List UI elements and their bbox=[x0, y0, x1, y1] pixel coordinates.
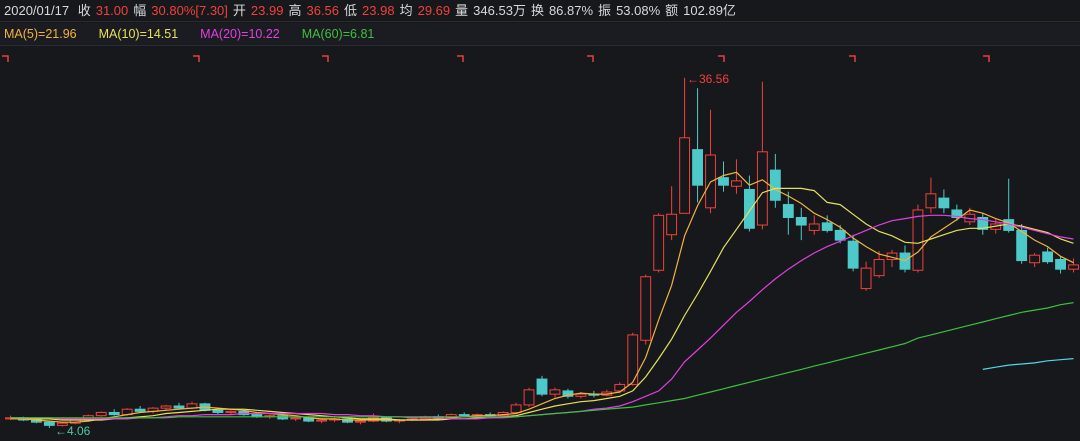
ma-line bbox=[10, 171, 1074, 423]
ma-line bbox=[10, 187, 1074, 421]
legend-entry: MA(5)=21.96 bbox=[4, 27, 77, 41]
candle-body bbox=[834, 229, 846, 241]
legend: MA(5)=21.96 MA(10)=14.51 MA(20)=10.22 MA(60… bbox=[0, 23, 1080, 46]
candle-body bbox=[225, 410, 237, 413]
quote-label: 开 bbox=[232, 3, 246, 18]
quote-label: 振 bbox=[598, 3, 612, 18]
candle-body bbox=[549, 389, 561, 395]
candle-body bbox=[1055, 259, 1066, 270]
candle-body bbox=[743, 188, 755, 229]
legend-entry: MA(20)=10.22 bbox=[200, 27, 280, 41]
quote-label: 幅 bbox=[133, 3, 147, 18]
candle-body bbox=[536, 378, 548, 395]
candle-body bbox=[43, 421, 55, 426]
candle-body bbox=[523, 389, 535, 406]
low-annotation: ←4.06 bbox=[55, 424, 91, 438]
quote-label: 低 bbox=[344, 3, 358, 18]
legend-entry: MA(10)=14.51 bbox=[98, 27, 179, 41]
quote-label: 换 bbox=[530, 3, 544, 18]
quote-label: 高 bbox=[288, 3, 302, 18]
quote-value: 30.80%[7.30] bbox=[151, 3, 228, 18]
quote-label: 量 bbox=[455, 3, 469, 18]
high-annotation: ←36.56 bbox=[687, 72, 729, 86]
quote-value: 86.87% bbox=[548, 3, 594, 18]
candle-body bbox=[873, 259, 885, 277]
quote-value: 53.08% bbox=[616, 3, 661, 18]
period-marker bbox=[193, 55, 200, 62]
candle-body bbox=[458, 414, 470, 417]
candle-body bbox=[718, 177, 729, 186]
period-marker bbox=[849, 55, 856, 62]
quote-label: 均 bbox=[399, 3, 413, 18]
period-marker bbox=[322, 55, 329, 62]
quote-value: 36.56 bbox=[306, 3, 340, 18]
candle-body bbox=[1068, 264, 1079, 270]
candle-body bbox=[821, 222, 833, 231]
candle-body bbox=[1029, 254, 1041, 264]
candle-body bbox=[173, 405, 185, 409]
candle-body bbox=[653, 214, 665, 271]
candle-body bbox=[575, 393, 587, 397]
candle-body bbox=[640, 276, 652, 341]
ma-line bbox=[982, 358, 1074, 370]
candle-body bbox=[925, 193, 937, 209]
period-marker bbox=[587, 55, 594, 62]
quote-value: 31.00 bbox=[95, 3, 129, 18]
period-marker bbox=[983, 55, 990, 62]
candle-body bbox=[666, 213, 678, 236]
candle-body bbox=[795, 216, 807, 226]
candle-body bbox=[679, 137, 691, 214]
candle-body bbox=[56, 422, 68, 426]
quote-label: 收 bbox=[77, 3, 91, 18]
quote-bar: 2020/01/17 收 31.00 幅 30.80%[7.30] 开 23.99 高 36.… bbox=[0, 0, 1080, 22]
legend-entry: MA(60)=6.81 bbox=[301, 27, 375, 41]
candle-body bbox=[562, 390, 574, 397]
candle-body bbox=[160, 405, 172, 409]
candle-body bbox=[95, 411, 107, 417]
date: 2020/01/17 bbox=[4, 3, 70, 18]
candle-body bbox=[731, 180, 742, 187]
candle-body bbox=[355, 420, 366, 423]
candle-body bbox=[847, 240, 859, 269]
candle-body bbox=[108, 411, 120, 416]
candle-body bbox=[510, 404, 522, 413]
quote-value: 346.53万 bbox=[473, 3, 526, 18]
candle-body bbox=[627, 334, 639, 385]
period-markers bbox=[2, 55, 990, 62]
candle-body bbox=[808, 223, 820, 231]
candle-body bbox=[692, 149, 703, 186]
period-marker bbox=[457, 55, 464, 62]
quote-value: 29.69 bbox=[417, 3, 451, 18]
candle-body bbox=[134, 408, 146, 412]
period-marker bbox=[2, 55, 9, 62]
candle-body bbox=[1016, 229, 1028, 262]
candle-body bbox=[1042, 251, 1054, 263]
candle-body bbox=[860, 267, 872, 290]
ma-line bbox=[10, 302, 1074, 419]
candle-body bbox=[290, 417, 302, 420]
quote-value: 102.89亿 bbox=[683, 3, 736, 18]
period-marker bbox=[718, 55, 725, 62]
quote-value: 23.98 bbox=[362, 3, 395, 18]
quote-label: 额 bbox=[665, 3, 679, 18]
candle-body bbox=[212, 409, 224, 413]
candle-body bbox=[782, 204, 794, 218]
candle-body bbox=[977, 216, 989, 230]
candle-body bbox=[769, 169, 781, 201]
candle-body bbox=[938, 197, 950, 209]
candle-body bbox=[912, 209, 924, 271]
candle-body bbox=[316, 419, 328, 422]
candle-body bbox=[756, 151, 768, 226]
candle-body bbox=[951, 209, 963, 218]
quote-value: 23.99 bbox=[250, 3, 284, 18]
